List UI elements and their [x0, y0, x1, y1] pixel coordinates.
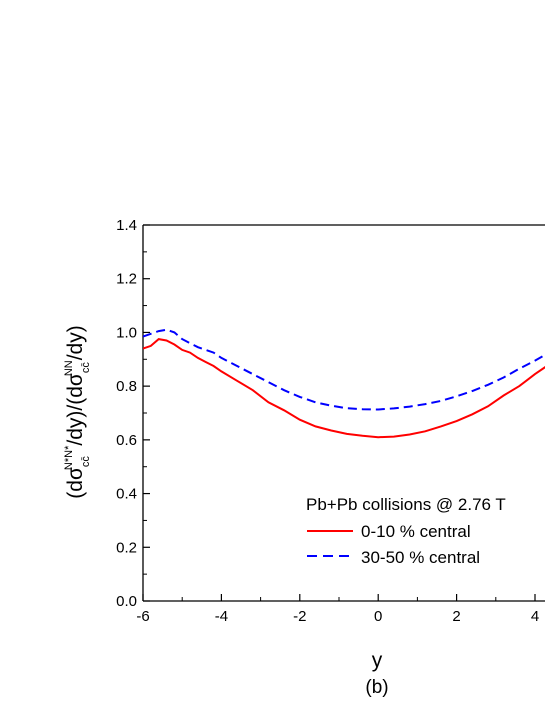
x-tick-label: -2: [293, 608, 306, 625]
legend: Pb+Pb collisions @ 2.76 T 0-10 % central…: [306, 495, 506, 567]
panel-label: (b): [365, 677, 388, 698]
ylabel-prefix: (dσ: [64, 467, 87, 499]
ylabel-sub1: cc̄: [80, 456, 92, 468]
x-tick-label: 2: [452, 608, 460, 625]
x-tick-label: -4: [215, 608, 228, 625]
y-axis-title: (dσcc̄N*N*/dy)/(dσcc̄NN/dy): [63, 325, 92, 498]
ylabel-sup2: NN: [63, 360, 75, 376]
y-tick-label: 0.0: [116, 593, 137, 610]
x-ticks: -6 -4 -2 0 2 4: [136, 594, 539, 625]
x-tick-label: 0: [374, 608, 382, 625]
x-tick-label: 4: [531, 608, 539, 625]
ylabel-middle: /dy)/(dσ: [64, 373, 87, 446]
series-line-1: [143, 328, 545, 411]
y-tick-label: 0.8: [116, 378, 137, 395]
ylabel-sup1: N*N*: [63, 445, 75, 470]
x-tick-label: -6: [136, 608, 149, 625]
ylabel-sub2: cc̄: [80, 362, 92, 374]
legend-title: Pb+Pb collisions @ 2.76 T: [306, 495, 506, 514]
y-tick-label: 1.0: [116, 324, 137, 341]
y-tick-label: 0.2: [116, 539, 137, 556]
legend-label-30-50: 30-50 % central: [361, 548, 480, 567]
y-tick-label: 0.6: [116, 432, 137, 449]
y-tick-label: 0.4: [116, 486, 137, 503]
series-group: [143, 328, 545, 439]
y-tick-label: 1.2: [116, 271, 137, 288]
ylabel-suffix: /dy): [64, 325, 87, 360]
x-axis-title: y: [372, 649, 383, 672]
y-tick-label: 1.4: [116, 217, 137, 234]
series-line-0: [143, 338, 545, 439]
y-ticks: 0.0 0.2 0.4 0.6 0.8 1.0 1.2 1.4: [116, 217, 150, 610]
legend-label-0-10: 0-10 % central: [361, 522, 471, 541]
svg-text:(dσcc̄N*N*/dy)/(dσcc̄NN/dy): (dσcc̄N*N*/dy)/(dσcc̄NN/dy): [63, 325, 92, 498]
